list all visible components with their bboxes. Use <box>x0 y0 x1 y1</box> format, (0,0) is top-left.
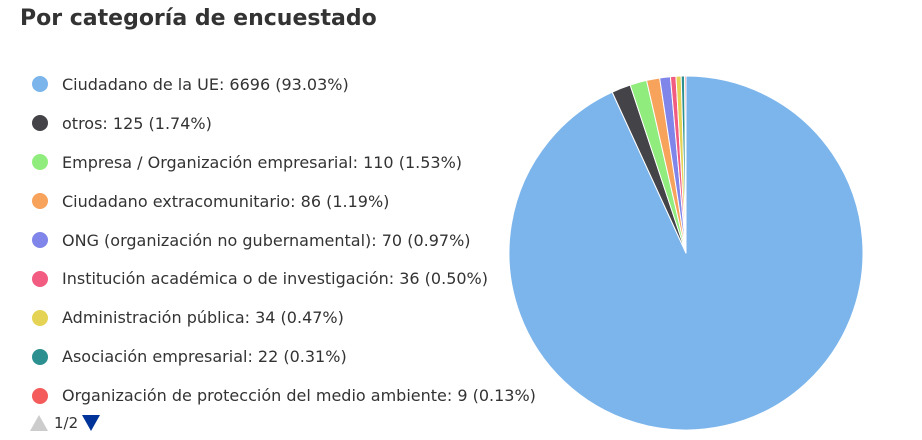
legend-label: otros: 125 (1.74%) <box>62 113 212 133</box>
arrow-up-icon[interactable] <box>30 415 48 431</box>
legend-label: Ciudadano de la UE: 6696 (93.03%) <box>62 74 349 94</box>
legend-swatch <box>32 115 48 132</box>
legend-label: ONG (organización no gubernamental): 70 … <box>62 230 471 250</box>
legend-item[interactable]: Empresa / Organización empresarial: 110 … <box>32 143 592 182</box>
legend-swatch <box>32 387 48 404</box>
legend-page-indicator: 1/2 <box>54 414 79 432</box>
legend-item[interactable]: ONG (organización no gubernamental): 70 … <box>32 221 592 260</box>
legend-label: Empresa / Organización empresarial: 110 … <box>62 152 463 172</box>
arrow-down-icon[interactable] <box>82 415 101 431</box>
legend-label: Asociación empresarial: 22 (0.31%) <box>62 347 347 367</box>
legend-pager: 1/2 <box>30 412 101 434</box>
legend-label: Institución académica o de investigación… <box>62 269 488 289</box>
legend-swatch <box>32 309 48 326</box>
legend-swatch <box>32 193 48 210</box>
legend-label: Ciudadano extracomunitario: 86 (1.19%) <box>62 191 390 211</box>
legend-swatch <box>32 76 48 93</box>
legend-item[interactable]: Ciudadano extracomunitario: 86 (1.19%) <box>32 182 592 221</box>
legend-item[interactable]: Ciudadano de la UE: 6696 (93.03%) <box>32 65 592 104</box>
chart-legend: Ciudadano de la UE: 6696 (93.03%) otros: … <box>32 65 592 415</box>
legend-item[interactable]: otros: 125 (1.74%) <box>32 104 592 143</box>
legend-swatch <box>32 270 48 287</box>
legend-swatch <box>32 348 48 365</box>
legend-swatch <box>32 232 48 248</box>
legend-label: Organización de protección del medio amb… <box>62 386 536 406</box>
legend-label: Administración pública: 34 (0.47%) <box>62 308 344 328</box>
chart-title: Por categoría de encuestado <box>20 6 377 31</box>
legend-swatch <box>32 154 48 171</box>
legend-item[interactable]: Administración pública: 34 (0.47%) <box>32 298 592 337</box>
legend-item[interactable]: Institución académica o de investigación… <box>32 259 592 298</box>
legend-item[interactable]: Organización de protección del medio amb… <box>32 376 592 415</box>
pie-slice[interactable] <box>684 75 687 254</box>
legend-item[interactable]: Asociación empresarial: 22 (0.31%) <box>32 337 592 376</box>
